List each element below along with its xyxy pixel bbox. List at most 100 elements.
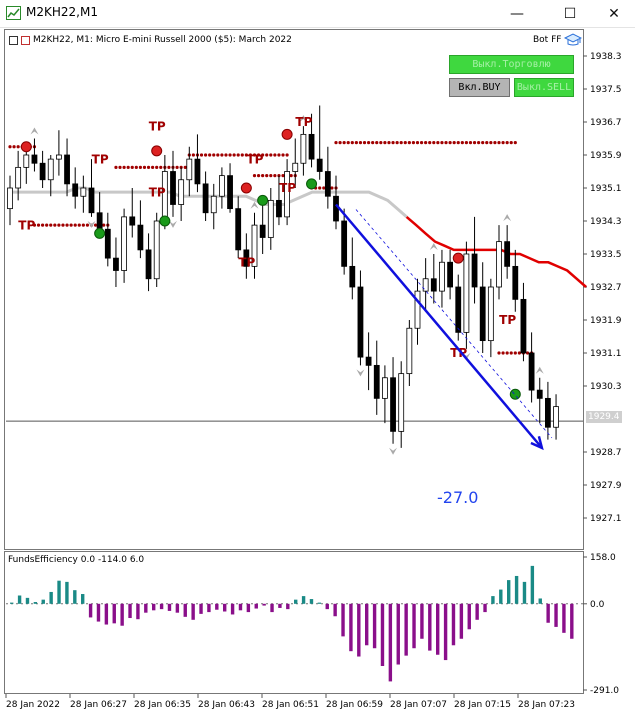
price-tick-label: 1938.3: [590, 52, 622, 62]
bull-candle: [7, 187, 13, 210]
price-tick-label: 1935.9: [590, 151, 622, 161]
tp-level-dot: [130, 165, 134, 169]
tp-label: TP: [499, 313, 516, 327]
sell-toggle-button[interactable]: Выкл.SELL: [514, 78, 574, 97]
histogram-bar-negative: [325, 603, 329, 610]
minimize-icon[interactable]: —: [510, 5, 524, 22]
current-price-label: 1929.4: [586, 411, 622, 423]
tp-level-dot: [497, 141, 501, 145]
tp-level-dot: [151, 165, 155, 169]
tp-level-dot: [138, 165, 142, 169]
tp-level-dot: [269, 153, 273, 157]
tp-level-dot: [85, 223, 90, 227]
tp-level-dot: [155, 165, 159, 169]
tp-level-dot: [146, 165, 151, 169]
histogram-bar-positive: [491, 596, 495, 604]
chart-settings-icon[interactable]: [9, 35, 18, 45]
bear-candle: [341, 220, 348, 267]
tp-level-dot: [65, 223, 69, 227]
histogram-bar-negative: [380, 603, 385, 667]
bear-candle: [39, 162, 46, 181]
chart-symbol: M2KH22, M1:: [33, 35, 93, 45]
histogram-bar-positive: [499, 589, 503, 604]
tp-level-dot: [53, 223, 57, 227]
histogram-bar-negative: [428, 603, 432, 651]
tp-level-dot: [489, 141, 493, 145]
tp-label: TP: [149, 119, 166, 133]
maximize-icon[interactable]: ☐: [563, 5, 577, 22]
fractal-up-arrow: [250, 201, 259, 209]
time-tick-label: 28 Jan 06:43: [198, 700, 255, 710]
bear-candle: [333, 195, 339, 222]
main-chart-frame[interactable]: [4, 29, 584, 550]
histogram-bar-negative: [246, 603, 251, 613]
tp-level-dot: [16, 145, 20, 149]
bear-candle: [243, 249, 250, 267]
trading-toggle-button[interactable]: Выкл.Торговлю: [449, 55, 574, 74]
tp-level-dot: [481, 141, 485, 145]
tp-level-dot: [261, 153, 265, 157]
buy-toggle-button[interactable]: Вкл.BUY: [449, 78, 510, 97]
histogram-bar-negative: [396, 603, 400, 665]
tp-level-dot: [505, 141, 509, 145]
tp-level-dot: [517, 351, 521, 355]
histogram-bar-negative: [207, 603, 211, 613]
fractal-up-arrow: [429, 243, 438, 250]
price-tick-label: 1936.7: [590, 118, 622, 128]
tp-level-dot: [501, 141, 505, 145]
close-icon[interactable]: ✕: [608, 5, 620, 22]
histogram-bar-negative: [278, 603, 282, 608]
bear-candle: [308, 133, 315, 160]
histogram-bar-positive: [57, 580, 61, 604]
tp-label: TP: [247, 152, 264, 166]
time-tick-label: 28 Jan 06:35: [134, 700, 191, 710]
histogram-bar-negative: [96, 603, 101, 622]
histogram-bar-positive: [309, 599, 314, 604]
bear-candle: [373, 364, 380, 399]
tp-level-dot: [456, 141, 460, 145]
price-tick-label: 1934.3: [590, 217, 622, 227]
bear-candle: [104, 228, 111, 259]
bear-candle: [520, 298, 527, 354]
buy-signal-marker: [257, 194, 269, 206]
histogram-bar-positive: [25, 597, 30, 604]
tp-level-dot: [244, 153, 248, 157]
bull-candle: [496, 241, 502, 288]
bear-candle: [227, 175, 233, 210]
tp-level-dot: [419, 141, 424, 145]
fractal-down-arrow: [169, 220, 177, 228]
tp-level-dot: [220, 153, 224, 157]
bear-candle: [504, 241, 511, 267]
histogram-bar-positive: [33, 602, 38, 604]
bull-candle: [153, 220, 160, 280]
trend-annotation-value: -27.0: [437, 488, 479, 507]
histogram-bar-negative: [483, 603, 487, 613]
tp-level-dot: [114, 165, 118, 169]
bear-candle: [324, 171, 331, 197]
histogram-bar-negative: [562, 603, 566, 633]
indicator-name: FundsEfficiency: [8, 555, 78, 565]
histogram-bar-negative: [286, 603, 290, 610]
histogram-bar-negative: [357, 603, 361, 657]
bear-candle: [316, 158, 323, 172]
bull-candle: [463, 253, 470, 333]
chart-header: M2KH22, M1: Micro E-mini Russell 2000 ($…: [9, 35, 292, 45]
histogram-bar-positive: [17, 595, 22, 604]
one-click-trading-icon[interactable]: [21, 35, 30, 45]
bear-candle: [72, 183, 79, 197]
bear-candle: [471, 253, 478, 288]
histogram-bar-negative: [223, 603, 227, 612]
histogram-bar-negative: [144, 603, 148, 613]
tp-level-dot: [448, 141, 452, 145]
buy-signal-marker: [159, 215, 171, 227]
bear-candle: [447, 261, 454, 288]
bear-candle: [455, 286, 462, 333]
tp-level-dot: [273, 153, 277, 157]
chart-description: Micro E-mini Russell 2000 ($5): March 20…: [95, 35, 292, 45]
histogram-bar-positive: [41, 599, 45, 604]
histogram-bar-negative: [128, 603, 132, 619]
indicator-frame[interactable]: [4, 551, 584, 694]
tp-level-dot: [362, 141, 367, 145]
tp-level-dot: [61, 223, 65, 227]
